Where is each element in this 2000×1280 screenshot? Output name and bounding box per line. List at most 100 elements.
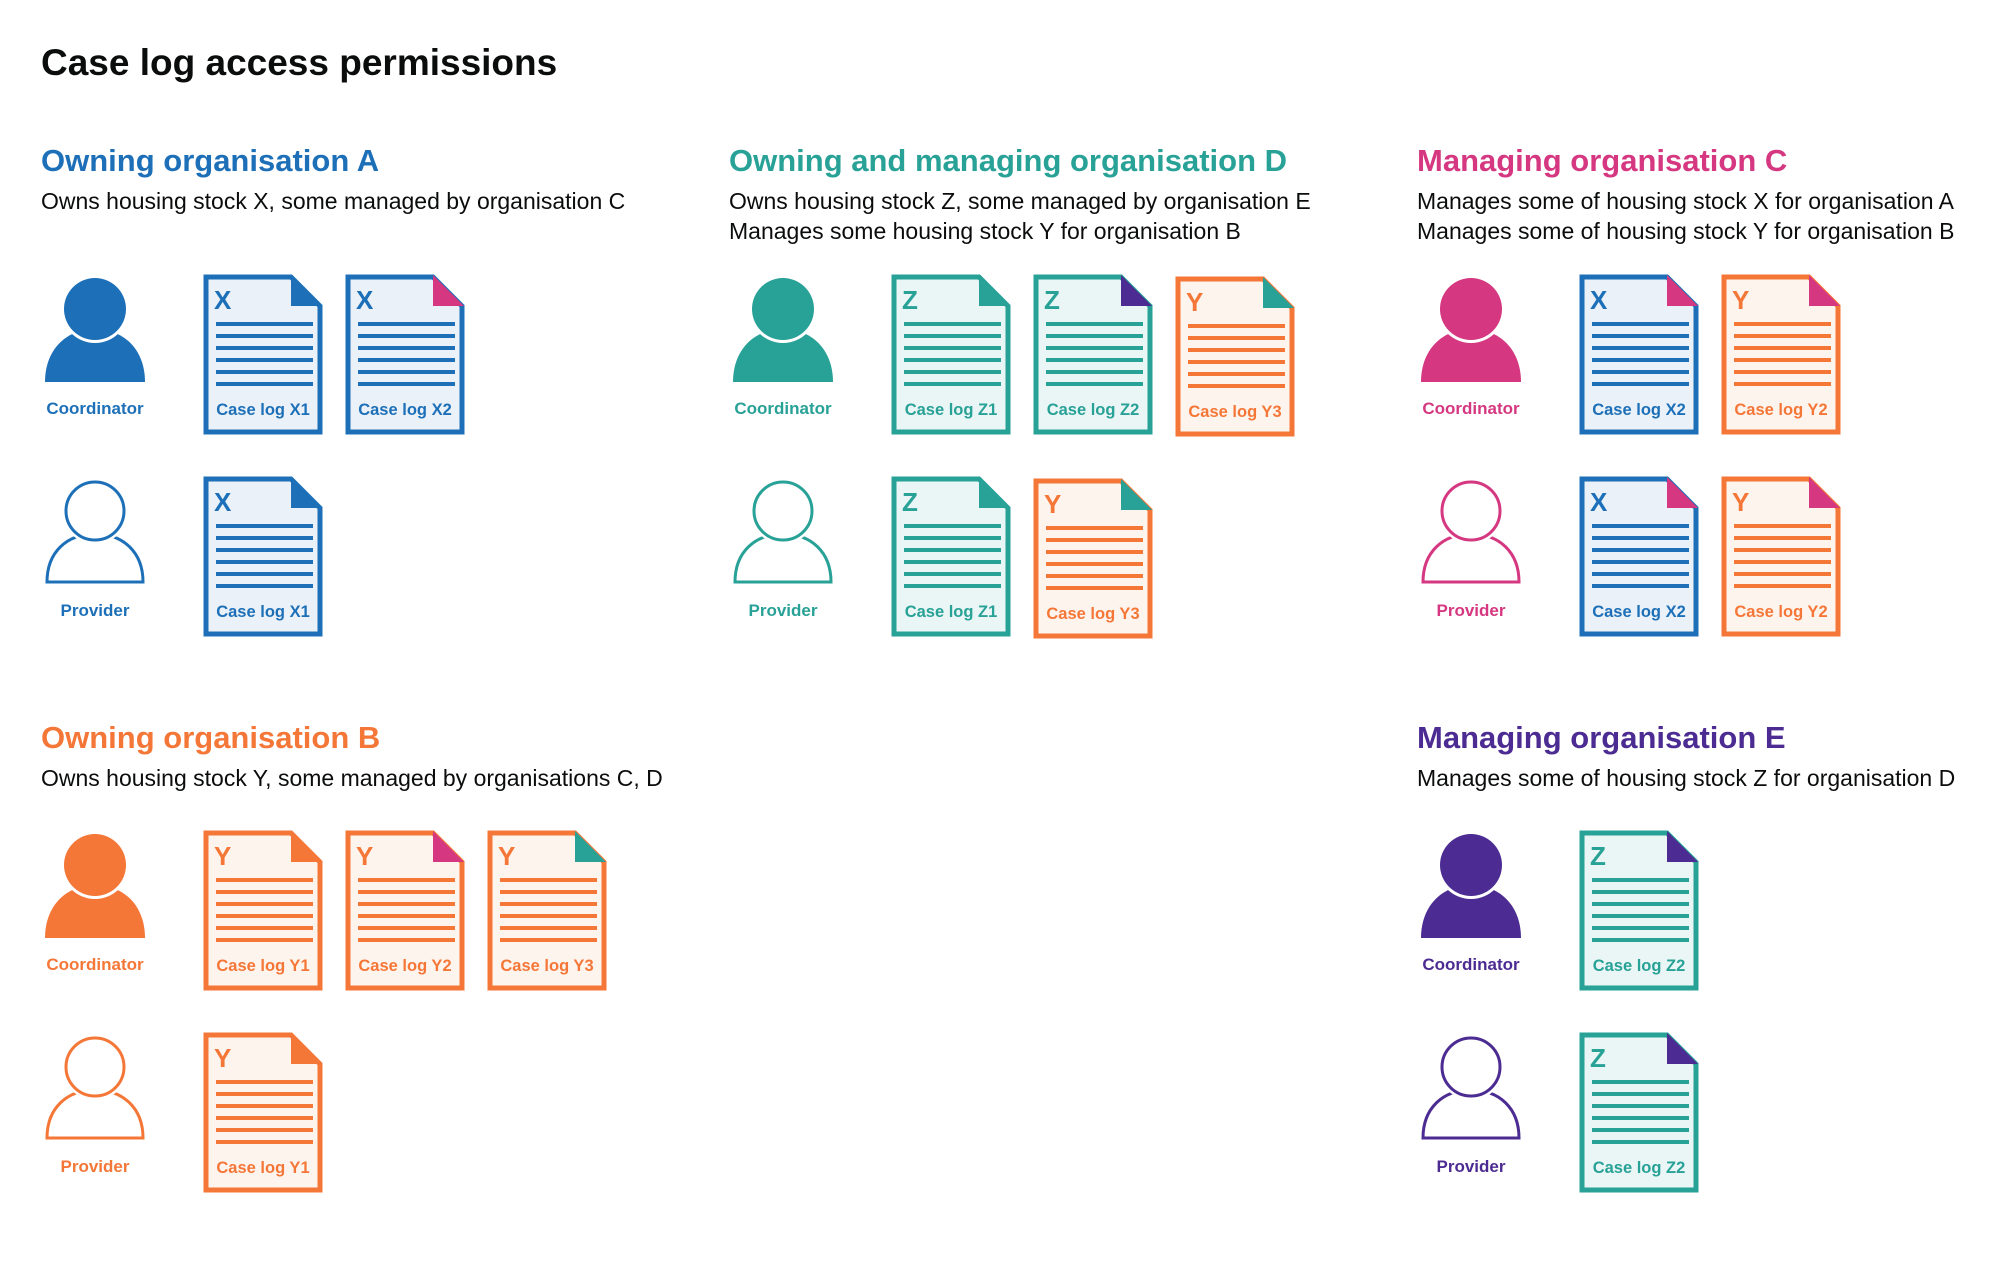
organisation-section: Owning and managing organisation D Owns h… <box>729 140 1389 680</box>
role-label: Provider <box>1436 601 1506 620</box>
case-log-label: Case log Y1 <box>216 957 309 975</box>
user-role: Coordinator <box>1421 277 1522 418</box>
stock-letter: Y <box>214 841 231 871</box>
case-log-document-icon: Y Case log Y2 <box>345 830 465 991</box>
person-outline-icon <box>733 479 834 584</box>
organisation-heading: Managing organisation E <box>1417 720 1786 755</box>
role-label: Coordinator <box>734 399 832 418</box>
case-log-label: Case log X1 <box>216 401 310 419</box>
person-filled-icon <box>1421 277 1522 382</box>
user-role: Coordinator <box>1421 833 1522 974</box>
person-filled-icon <box>45 833 146 938</box>
user-role: Coordinator <box>45 833 146 974</box>
case-log-document-icon: X Case log X2 <box>1579 476 1699 637</box>
user-role: Provider <box>45 1035 146 1176</box>
case-log-document-icon: Y Case log Y2 <box>1721 476 1841 637</box>
case-log-document-icon: Y Case log Y1 <box>203 830 323 991</box>
user-role: Provider <box>45 479 146 620</box>
case-log-label: Case log Y1 <box>216 1159 309 1177</box>
case-log-document-icon: Z Case log Z2 <box>1579 830 1699 991</box>
role-label: Provider <box>748 601 818 620</box>
user-role: Provider <box>1421 1035 1522 1176</box>
stock-letter: X <box>1590 285 1608 315</box>
stock-letter: Z <box>1590 841 1606 871</box>
role-label: Coordinator <box>1422 399 1520 418</box>
person-outline-icon <box>45 479 146 584</box>
stock-letter: X <box>214 285 232 315</box>
role-label: Provider <box>60 1157 130 1176</box>
role-label: Provider <box>1436 1157 1506 1176</box>
case-log-label: Case log Y2 <box>1734 603 1827 621</box>
stock-letter: X <box>1590 487 1608 517</box>
user-role: Provider <box>1421 479 1522 620</box>
stock-letter: Y <box>498 841 515 871</box>
stock-letter: Z <box>902 285 918 315</box>
organisation-heading: Owning organisation A <box>41 143 380 178</box>
case-log-document-icon: Y Case log Y1 <box>203 1032 323 1193</box>
stock-letter: Y <box>356 841 373 871</box>
stock-letter: Y <box>1186 287 1203 317</box>
case-log-document-icon: Z Case log Z1 <box>891 274 1011 435</box>
case-log-label: Case log Y3 <box>1188 403 1281 421</box>
case-log-document-icon: X Case log X1 <box>203 274 323 435</box>
organisation-section: Owning organisation A Owns housing stock … <box>41 140 701 680</box>
stock-letter: X <box>214 487 232 517</box>
case-log-label: Case log X2 <box>1592 603 1686 621</box>
case-log-document-icon: X Case log X2 <box>345 274 465 435</box>
person-filled-icon <box>1421 833 1522 938</box>
stock-letter: Y <box>1044 489 1061 519</box>
case-log-label: Case log Y2 <box>1734 401 1827 419</box>
organisation-description: Manages some housing stock Y for organis… <box>729 218 1241 244</box>
case-log-label: Case log Z2 <box>1593 1159 1686 1177</box>
role-label: Coordinator <box>46 399 144 418</box>
case-log-label: Case log Y3 <box>1046 605 1139 623</box>
stock-letter: X <box>356 285 374 315</box>
stock-letter: Z <box>1590 1043 1606 1073</box>
person-outline-icon <box>1421 479 1522 584</box>
case-log-label: Case log X2 <box>1592 401 1686 419</box>
case-log-document-icon: Z Case log Z2 <box>1033 274 1153 435</box>
organisation-description: Owns housing stock X, some managed by or… <box>41 188 626 214</box>
organisation-heading: Owning and managing organisation D <box>729 143 1288 178</box>
case-log-label: Case log X2 <box>358 401 452 419</box>
case-log-document-icon: Y Case log Y3 <box>1175 276 1295 437</box>
stock-letter: Y <box>214 1043 231 1073</box>
organisation-heading: Owning organisation B <box>41 720 381 755</box>
person-outline-icon <box>1421 1035 1522 1140</box>
stock-letter: Z <box>1044 285 1060 315</box>
case-log-document-icon: Y Case log Y2 <box>1721 274 1841 435</box>
stock-letter: Y <box>1732 487 1749 517</box>
organisation-heading: Managing organisation C <box>1417 143 1788 178</box>
case-log-document-icon: X Case log X2 <box>1579 274 1699 435</box>
organisation-description: Manages some of housing stock Y for orga… <box>1417 218 1955 244</box>
role-label: Provider <box>60 601 130 620</box>
organisation-section: Managing organisation C Manages some of h… <box>1417 140 2000 680</box>
stock-letter: Z <box>902 487 918 517</box>
case-log-label: Case log X1 <box>216 603 310 621</box>
organisation-section: Owning organisation B Owns housing stock … <box>41 717 701 1257</box>
organisation-description: Owns housing stock Y, some managed by or… <box>41 765 663 791</box>
case-log-label: Case log Z2 <box>1047 401 1140 419</box>
case-log-label: Case log Z1 <box>905 603 998 621</box>
case-log-label: Case log Z1 <box>905 401 998 419</box>
person-filled-icon <box>733 277 834 382</box>
organisation-description: Owns housing stock Z, some managed by or… <box>729 188 1311 214</box>
case-log-document-icon: Z Case log Z1 <box>891 476 1011 637</box>
user-role: Coordinator <box>45 277 146 418</box>
person-outline-icon <box>45 1035 146 1140</box>
case-log-document-icon: Y Case log Y3 <box>487 830 607 991</box>
organisation-description: Manages some of housing stock Z for orga… <box>1417 765 1956 791</box>
case-log-label: Case log Y3 <box>500 957 593 975</box>
page-title: Case log access permissions <box>41 42 558 83</box>
case-log-label: Case log Z2 <box>1593 957 1686 975</box>
organisation-section: Managing organisation E Manages some of h… <box>1417 717 2000 1257</box>
organisation-description: Manages some of housing stock X for orga… <box>1417 188 1954 214</box>
role-label: Coordinator <box>1422 955 1520 974</box>
case-log-label: Case log Y2 <box>358 957 451 975</box>
user-role: Provider <box>733 479 834 620</box>
person-filled-icon <box>45 277 146 382</box>
case-log-document-icon: Z Case log Z2 <box>1579 1032 1699 1193</box>
stock-letter: Y <box>1732 285 1749 315</box>
user-role: Coordinator <box>733 277 834 418</box>
role-label: Coordinator <box>46 955 144 974</box>
